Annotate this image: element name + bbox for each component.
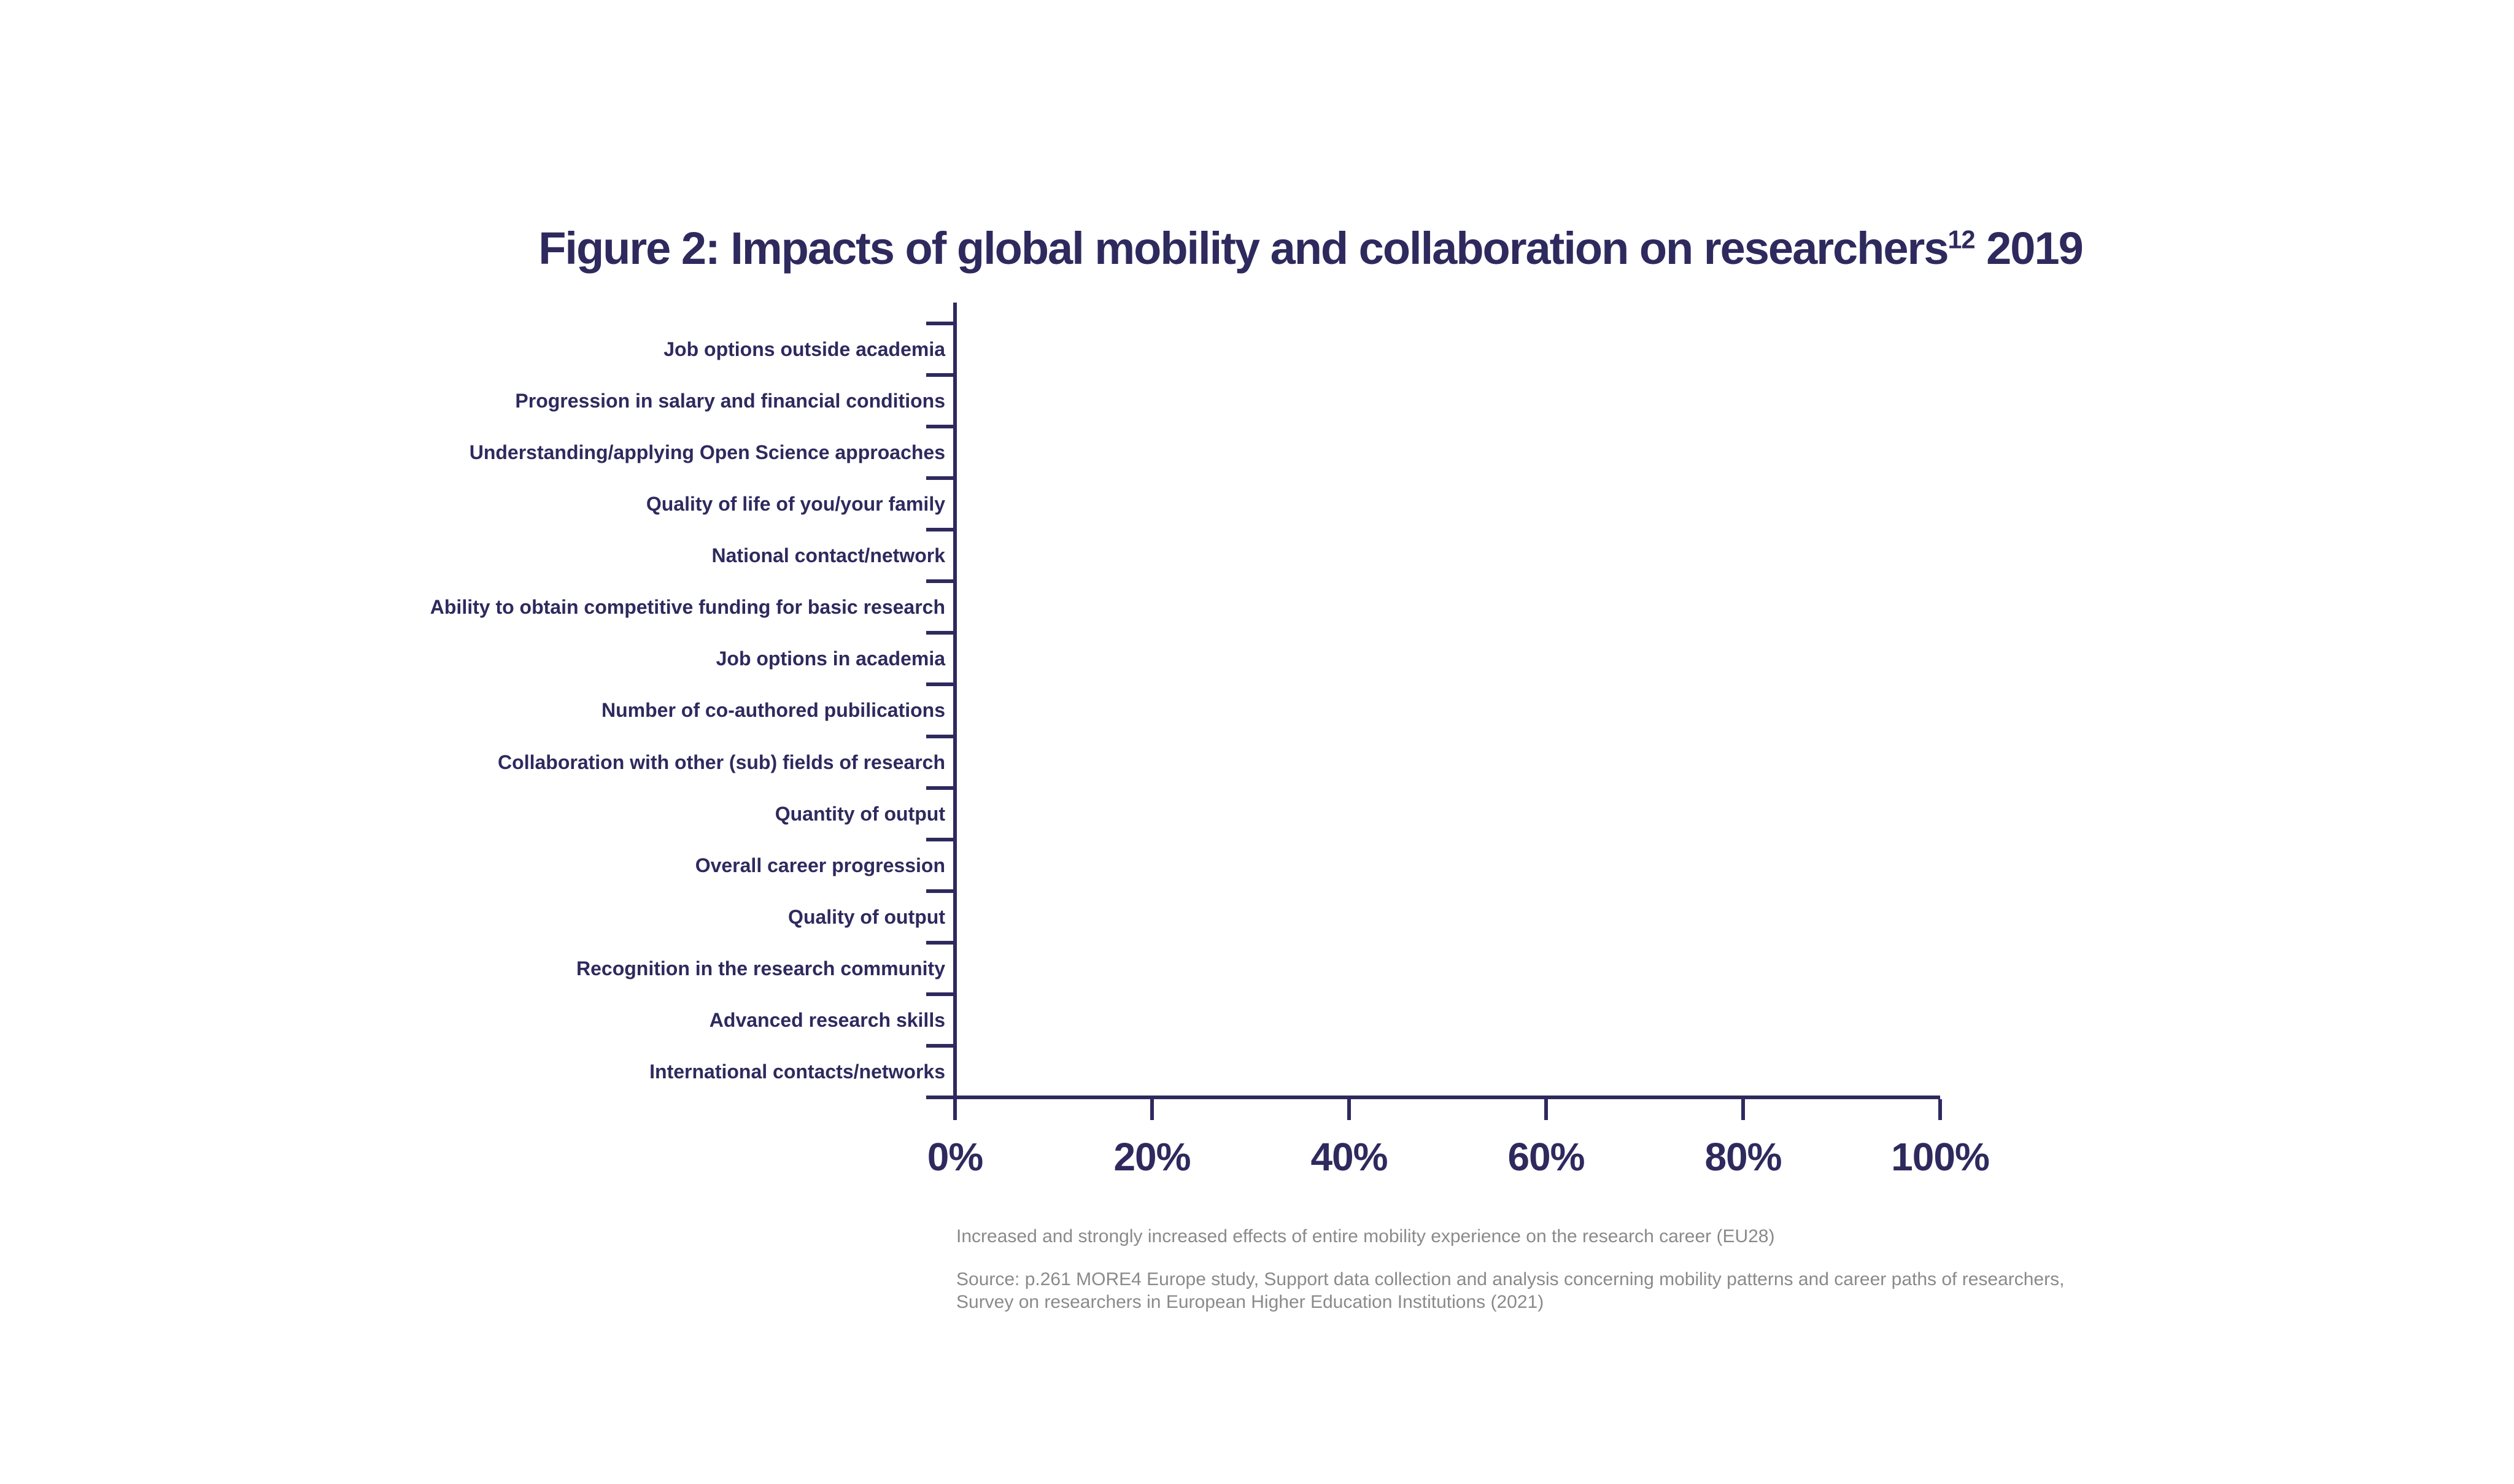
x-tick-label: 100% — [1891, 1135, 1990, 1179]
category-label: Quantity of output — [775, 802, 945, 825]
x-tick — [1150, 1099, 1154, 1120]
category-label: International contacts/networks — [649, 1060, 945, 1083]
x-tick-label: 40% — [1310, 1135, 1388, 1179]
y-tick — [926, 786, 953, 790]
x-tick — [953, 1099, 957, 1120]
category-label: Collaboration with other (sub) fields of… — [498, 751, 945, 773]
chart-source: Source: p.261 MORE4 Europe study, Suppor… — [956, 1268, 2064, 1313]
y-tick — [926, 992, 953, 996]
y-tick — [926, 941, 953, 945]
category-label: Quality of output — [788, 905, 945, 928]
y-tick — [926, 425, 953, 428]
y-tick — [926, 528, 953, 531]
y-tick — [926, 1044, 953, 1048]
y-tick — [926, 838, 953, 841]
y-axis-line — [953, 303, 957, 1099]
chart-caption: Increased and strongly increased effects… — [956, 1226, 1775, 1246]
y-tick — [926, 579, 953, 583]
category-label: Understanding/applying Open Science appr… — [469, 441, 945, 463]
category-label: Quality of life of you/your family — [646, 492, 945, 515]
category-label: Job options in academia — [716, 647, 945, 670]
x-tick-label: 60% — [1507, 1135, 1585, 1179]
figure-title: Figure 2: Impacts of global mobility and… — [538, 222, 2084, 274]
category-label: Progression in salary and financial cond… — [515, 389, 945, 412]
x-tick-label: 80% — [1704, 1135, 1782, 1179]
category-label: Overall career progression — [695, 854, 945, 876]
category-label: National contact/network — [711, 544, 946, 566]
y-tick — [926, 682, 953, 686]
category-label: Recognition in the research community — [576, 957, 945, 980]
chart-source-line2: Survey on researchers in European Higher… — [956, 1292, 1544, 1312]
x-tick — [1741, 1099, 1745, 1120]
x-axis-line — [953, 1096, 1940, 1099]
category-label: Advanced research skills — [709, 1008, 945, 1031]
y-tick — [926, 476, 953, 480]
y-tick — [926, 735, 953, 738]
y-tick — [926, 322, 953, 325]
y-tick — [926, 631, 953, 635]
category-label: Number of co-authored pubilications — [601, 698, 945, 721]
x-tick — [1347, 1099, 1351, 1120]
x-tick — [1544, 1099, 1548, 1120]
figure-title-superscript: 12 — [1947, 225, 1976, 254]
category-label: Ability to obtain competitive funding fo… — [430, 595, 945, 618]
y-tick — [926, 373, 953, 377]
x-tick-label: 20% — [1113, 1135, 1191, 1179]
y-tick — [926, 889, 953, 893]
category-label: Job options outside academia — [663, 338, 945, 360]
figure-title-text: Figure 2: Impacts of global mobility and… — [538, 223, 1949, 274]
figure-title-year: 2019 — [1974, 223, 2084, 274]
chart-source-line1: Source: p.261 MORE4 Europe study, Suppor… — [956, 1269, 2065, 1289]
x-tick-label: 0% — [927, 1135, 983, 1179]
x-tick — [1938, 1099, 1942, 1120]
y-tick — [926, 1096, 953, 1099]
